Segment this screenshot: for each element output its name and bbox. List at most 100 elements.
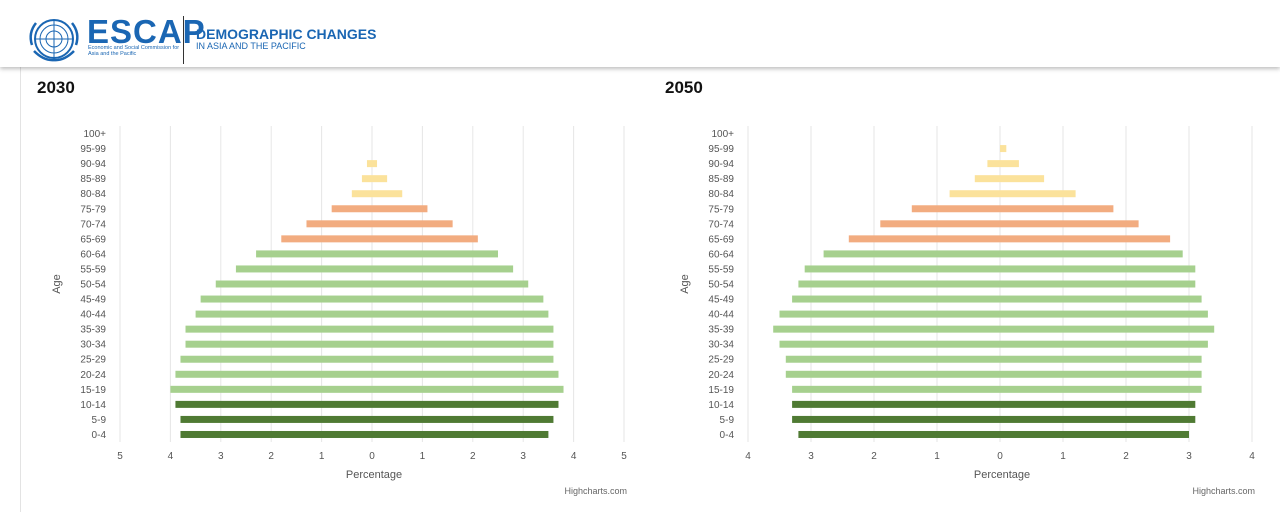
bar-right-35-39[interactable] xyxy=(1000,325,1215,333)
x-tick-label: 2 xyxy=(470,451,476,462)
highcharts-credit-link[interactable]: Highcharts.com xyxy=(564,486,627,496)
bar-right-20-24[interactable] xyxy=(372,370,559,378)
bar-left-55-59[interactable] xyxy=(235,265,372,273)
bar-right-80-84[interactable] xyxy=(1000,190,1076,198)
bar-right-5-9[interactable] xyxy=(1000,415,1196,423)
bar-right-25-29[interactable] xyxy=(1000,355,1202,363)
bar-left-90-94[interactable] xyxy=(366,160,372,168)
bar-right-25-29[interactable] xyxy=(372,355,554,363)
x-tick-label: 2 xyxy=(871,451,877,462)
bar-right-75-79[interactable] xyxy=(1000,205,1114,213)
bar-left-80-84[interactable] xyxy=(351,190,372,198)
bar-left-75-79[interactable] xyxy=(331,205,372,213)
site-title[interactable]: DEMOGRAPHIC CHANGES xyxy=(196,26,377,42)
y-tick-label: 45-49 xyxy=(708,295,734,306)
bar-right-40-44[interactable] xyxy=(372,310,549,318)
bar-right-35-39[interactable] xyxy=(372,325,554,333)
bar-right-30-34[interactable] xyxy=(372,340,554,348)
bar-left-15-19[interactable] xyxy=(792,385,1000,393)
bar-left-65-69[interactable] xyxy=(848,235,1000,243)
bar-right-5-9[interactable] xyxy=(372,415,554,423)
bar-left-60-64[interactable] xyxy=(823,250,1000,258)
bar-left-35-39[interactable] xyxy=(185,325,372,333)
bar-right-75-79[interactable] xyxy=(372,205,428,213)
bar-left-20-24[interactable] xyxy=(785,370,1000,378)
bar-right-55-59[interactable] xyxy=(372,265,514,273)
x-tick-label: 5 xyxy=(621,451,627,462)
y-tick-label: 35-39 xyxy=(80,325,106,336)
bar-left-25-29[interactable] xyxy=(785,355,1000,363)
bar-right-85-89[interactable] xyxy=(372,175,388,183)
bar-right-60-64[interactable] xyxy=(372,250,498,258)
bar-right-70-74[interactable] xyxy=(372,220,453,228)
site-subtitle: IN ASIA AND THE PACIFIC xyxy=(196,41,306,51)
bar-right-15-19[interactable] xyxy=(372,385,564,393)
x-tick-label: 3 xyxy=(808,451,814,462)
bar-left-65-69[interactable] xyxy=(281,235,372,243)
bar-left-50-54[interactable] xyxy=(798,280,1000,288)
bar-left-70-74[interactable] xyxy=(880,220,1000,228)
bar-right-20-24[interactable] xyxy=(1000,370,1202,378)
y-tick-label: 25-29 xyxy=(80,355,106,366)
bar-right-30-34[interactable] xyxy=(1000,340,1208,348)
bar-right-10-14[interactable] xyxy=(1000,400,1196,408)
y-tick-label: 35-39 xyxy=(708,325,734,336)
bar-left-45-49[interactable] xyxy=(200,295,372,303)
y-tick-label: 95-99 xyxy=(80,144,106,155)
bar-left-40-44[interactable] xyxy=(779,310,1001,318)
bar-right-55-59[interactable] xyxy=(1000,265,1196,273)
bar-right-70-74[interactable] xyxy=(1000,220,1139,228)
bar-left-45-49[interactable] xyxy=(792,295,1000,303)
bar-left-70-74[interactable] xyxy=(306,220,372,228)
y-tick-label: 70-74 xyxy=(80,219,106,230)
bar-left-35-39[interactable] xyxy=(773,325,1000,333)
highcharts-credit-link[interactable]: Highcharts.com xyxy=(1192,486,1255,496)
bar-right-80-84[interactable] xyxy=(372,190,403,198)
bar-right-15-19[interactable] xyxy=(1000,385,1202,393)
bar-left-10-14[interactable] xyxy=(175,400,372,408)
bar-right-50-54[interactable] xyxy=(372,280,529,288)
bar-left-55-59[interactable] xyxy=(804,265,1000,273)
bar-right-90-94[interactable] xyxy=(1000,160,1019,168)
bar-right-0-4[interactable] xyxy=(372,430,549,438)
bar-left-10-14[interactable] xyxy=(792,400,1000,408)
bar-right-95-99[interactable] xyxy=(1000,145,1007,153)
y-tick-label: 0-4 xyxy=(92,430,107,441)
bar-left-0-4[interactable] xyxy=(798,430,1000,438)
bar-left-15-19[interactable] xyxy=(170,385,372,393)
logo-wordmark[interactable]: ESCAP xyxy=(87,13,206,50)
bar-left-60-64[interactable] xyxy=(256,250,372,258)
bar-right-0-4[interactable] xyxy=(1000,430,1189,438)
bar-right-10-14[interactable] xyxy=(372,400,559,408)
bar-left-20-24[interactable] xyxy=(175,370,372,378)
bar-left-5-9[interactable] xyxy=(180,415,372,423)
bar-right-40-44[interactable] xyxy=(1000,310,1208,318)
bar-right-65-69[interactable] xyxy=(372,235,478,243)
y-tick-label: 90-94 xyxy=(708,159,734,170)
bar-right-60-64[interactable] xyxy=(1000,250,1183,258)
bar-left-40-44[interactable] xyxy=(195,310,372,318)
bar-left-30-34[interactable] xyxy=(779,340,1001,348)
bar-left-80-84[interactable] xyxy=(949,190,1000,198)
bar-left-85-89[interactable] xyxy=(361,175,372,183)
y-tick-label: 50-54 xyxy=(80,280,106,291)
y-tick-label: 5-9 xyxy=(720,415,735,426)
bar-right-65-69[interactable] xyxy=(1000,235,1171,243)
bar-left-5-9[interactable] xyxy=(792,415,1000,423)
y-tick-label: 85-89 xyxy=(708,174,734,185)
bar-left-25-29[interactable] xyxy=(180,355,372,363)
bar-right-90-94[interactable] xyxy=(372,160,378,168)
y-tick-label: 40-44 xyxy=(80,310,106,321)
bar-right-45-49[interactable] xyxy=(372,295,544,303)
un-emblem-icon[interactable] xyxy=(24,15,84,63)
bar-right-50-54[interactable] xyxy=(1000,280,1196,288)
bar-left-85-89[interactable] xyxy=(974,175,1000,183)
bar-left-75-79[interactable] xyxy=(911,205,1000,213)
bar-left-30-34[interactable] xyxy=(185,340,372,348)
bar-right-45-49[interactable] xyxy=(1000,295,1202,303)
bar-left-0-4[interactable] xyxy=(180,430,372,438)
bar-left-90-94[interactable] xyxy=(987,160,1000,168)
site-header: ESCAP Economic and Social Commission for… xyxy=(0,0,1280,67)
bar-left-50-54[interactable] xyxy=(215,280,372,288)
bar-right-85-89[interactable] xyxy=(1000,175,1045,183)
